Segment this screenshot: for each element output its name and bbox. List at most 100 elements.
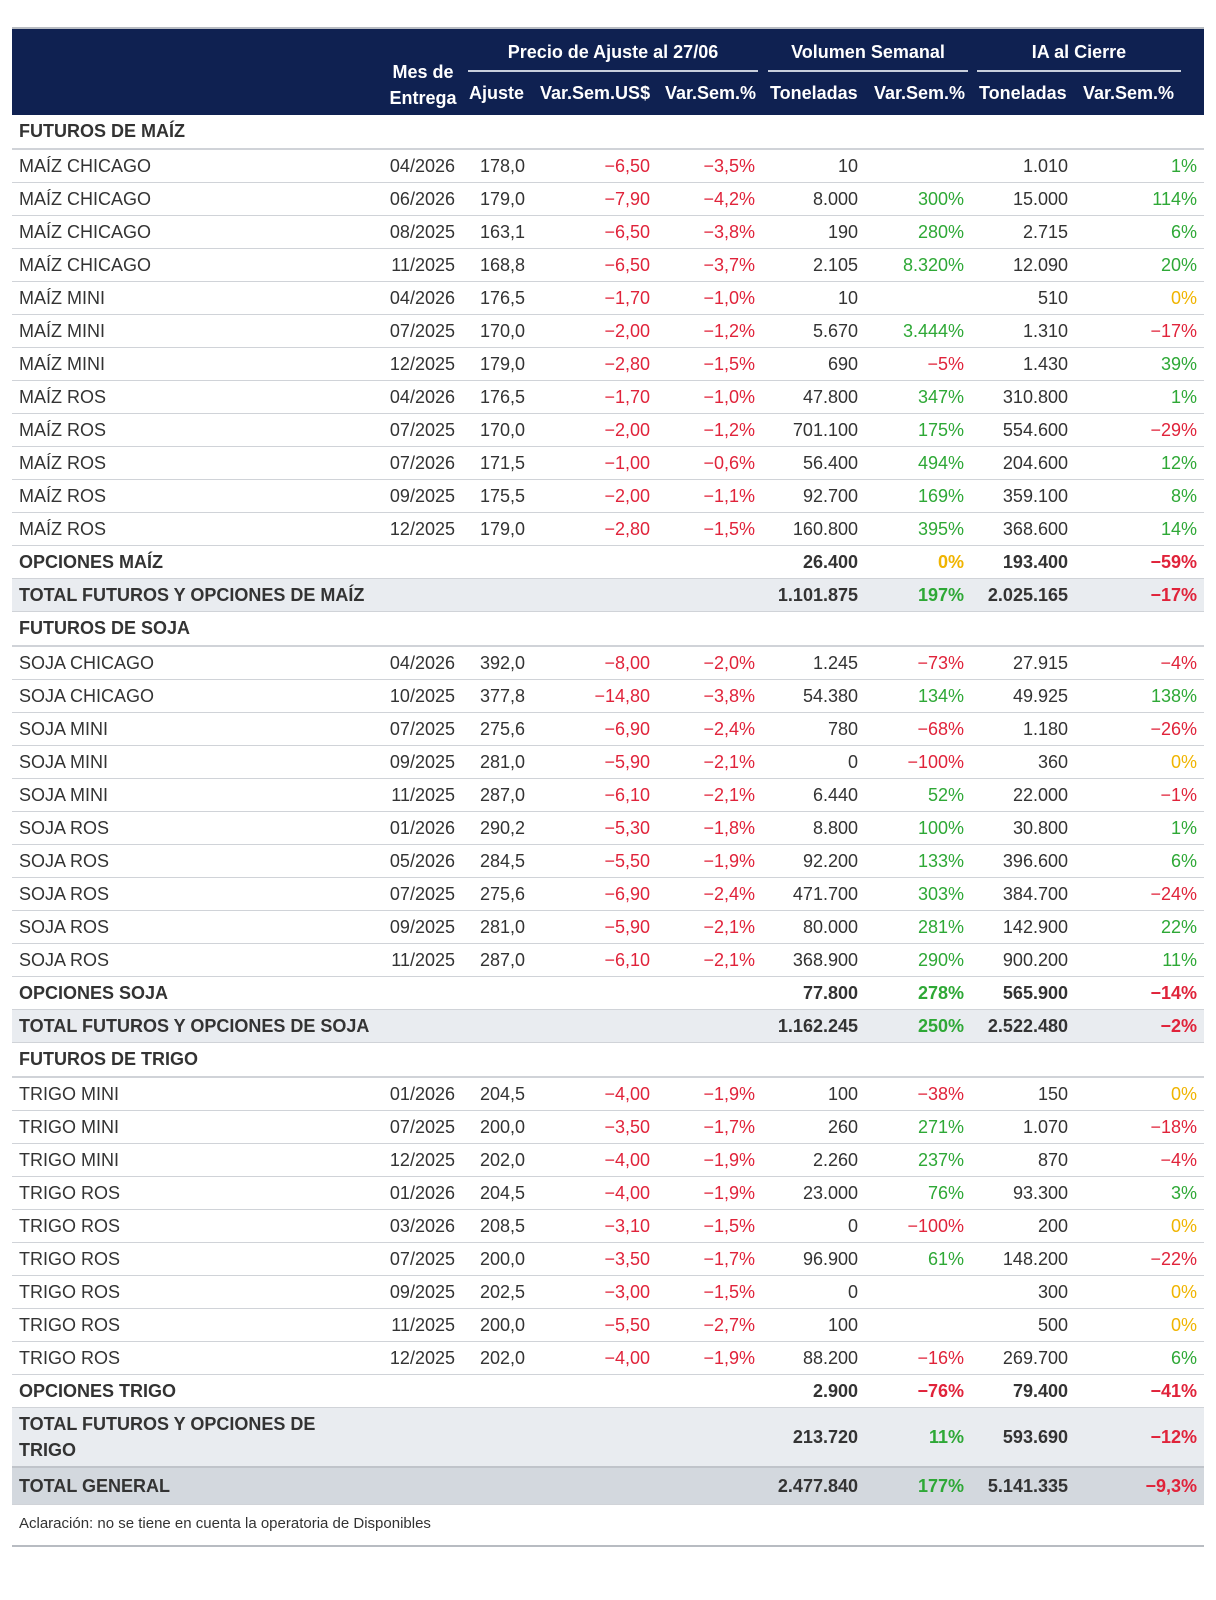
var-sem-usd: −5,50 [532,844,657,878]
table-row: TRIGO MINI 07/2025 200,0 −3,50 −1,7% 260 271% 1… [12,1110,1204,1144]
ia-toneladas: 148.200 [971,1242,1075,1276]
contract-name: MAÍZ MINI [12,314,376,348]
table-row: SOJA MINI 09/2025 281,0 −5,90 −2,1% 0 −100% 360… [12,745,1204,779]
contract-name: TRIGO ROS [12,1176,376,1210]
var-sem-pct: −2,7% [657,1308,762,1342]
ia-toneladas: 150 [971,1077,1075,1111]
volumen-toneladas: 10 [762,281,865,315]
table-row: TRIGO ROS 12/2025 202,0 −4,00 −1,9% 88.200 −16… [12,1341,1204,1375]
var-sem-pct: −3,8% [657,679,762,713]
ia-toneladas: 22.000 [971,778,1075,812]
ia-toneladas: 2.522.480 [971,1009,1075,1043]
ajuste-value: 178,0 [462,149,532,183]
mes-entrega: 12/2025 [376,1143,462,1177]
ia-var-pct: 20% [1075,248,1204,282]
row-label: TOTAL FUTUROS Y OPCIONES DE SOJA [12,1009,376,1043]
ia-var-pct: −17% [1075,578,1204,612]
mes-entrega: 07/2025 [376,877,462,911]
empty-cell [376,976,462,1010]
volumen-toneladas: 100 [762,1077,865,1111]
table-row: MAÍZ CHICAGO 08/2025 163,1 −6,50 −3,8% 190 280… [12,215,1204,249]
ia-var-pct: 0% [1075,281,1204,315]
volumen-toneladas: 1.162.245 [762,1009,865,1043]
header-col-ia-toneladas: Toneladas [979,83,1067,103]
table-row: TRIGO ROS 03/2026 208,5 −3,10 −1,5% 0 −100% 200… [12,1209,1204,1243]
ajuste-value: 202,5 [462,1275,532,1309]
contract-name: MAÍZ CHICAGO [12,182,376,216]
volumen-toneladas: 23.000 [762,1176,865,1210]
ia-toneladas: 200 [971,1209,1075,1243]
volumen-var-pct: 347% [865,380,971,414]
var-sem-pct: −1,1% [657,479,762,513]
var-sem-usd: −6,50 [532,215,657,249]
table-row: TRIGO ROS 07/2025 200,0 −3,50 −1,7% 96.900 61%… [12,1242,1204,1276]
section-title: FUTUROS DE TRIGO [12,1042,1204,1078]
var-sem-pct: −2,4% [657,712,762,746]
empty-cell [657,578,762,612]
var-sem-usd: −1,70 [532,380,657,414]
var-sem-pct: −1,5% [657,1275,762,1309]
header-mes-entrega: Mes de Entrega [389,62,457,108]
ia-toneladas: 900.200 [971,943,1075,977]
volumen-toneladas: 8.000 [762,182,865,216]
empty-cell [462,578,532,612]
volumen-var-pct: 61% [865,1242,971,1276]
ia-var-pct: −14% [1075,976,1204,1010]
ia-var-pct: −2% [1075,1009,1204,1043]
ia-var-pct: 1% [1075,380,1204,414]
row-label: TOTAL FUTUROS Y OPCIONES DE MAÍZ [12,578,376,612]
volumen-var-pct: 100% [865,811,971,845]
contract-name: SOJA MINI [12,745,376,779]
section-header-row: FUTUROS DE MAÍZ [12,115,1204,150]
var-sem-pct: −1,2% [657,314,762,348]
row-label: OPCIONES TRIGO [12,1374,376,1408]
ia-var-pct: −4% [1075,1143,1204,1177]
mes-entrega: 07/2025 [376,1110,462,1144]
volumen-var-pct: 278% [865,976,971,1010]
contract-name: TRIGO ROS [12,1341,376,1375]
contract-name: TRIGO ROS [12,1242,376,1276]
ia-toneladas: 384.700 [971,877,1075,911]
contract-name: MAÍZ MINI [12,281,376,315]
volumen-toneladas: 0 [762,1275,865,1309]
mes-entrega: 07/2026 [376,446,462,480]
mes-entrega: 01/2026 [376,811,462,845]
table-row: SOJA ROS 11/2025 287,0 −6,10 −2,1% 368.900 290… [12,943,1204,977]
ia-var-pct: 22% [1075,910,1204,944]
ajuste-value: 179,0 [462,512,532,546]
volumen-toneladas: 26.400 [762,545,865,579]
var-sem-usd: −14,80 [532,679,657,713]
volumen-var-pct: 177% [865,1466,971,1505]
row-label: OPCIONES MAÍZ [12,545,376,579]
empty-cell [657,1466,762,1505]
var-sem-usd: −4,00 [532,1143,657,1177]
volumen-toneladas: 5.670 [762,314,865,348]
mes-entrega: 09/2025 [376,745,462,779]
var-sem-usd: −2,00 [532,314,657,348]
volumen-toneladas: 88.200 [762,1341,865,1375]
ajuste-value: 168,8 [462,248,532,282]
ia-var-pct: −9,3% [1075,1466,1204,1505]
var-sem-pct: −0,6% [657,446,762,480]
total-row: TOTAL FUTUROS Y OPCIONES DE MAÍZ 1.101.87… [12,578,1204,612]
volumen-toneladas: 690 [762,347,865,381]
ia-var-pct: 1% [1075,149,1204,183]
ia-var-pct: 138% [1075,679,1204,713]
section-title: FUTUROS DE SOJA [12,611,1204,647]
ajuste-value: 287,0 [462,778,532,812]
ia-toneladas: 368.600 [971,512,1075,546]
ia-toneladas: 593.690 [971,1407,1075,1468]
empty-cell [462,976,532,1010]
ia-var-pct: 0% [1075,1077,1204,1111]
volumen-toneladas: 92.200 [762,844,865,878]
volumen-toneladas: 2.900 [762,1374,865,1408]
ia-var-pct: 114% [1075,182,1204,216]
ajuste-value: 200,0 [462,1242,532,1276]
volumen-var-pct [865,1308,971,1342]
ia-toneladas: 269.700 [971,1341,1075,1375]
var-sem-pct: −2,1% [657,745,762,779]
ia-var-pct: 6% [1075,844,1204,878]
volumen-toneladas: 92.700 [762,479,865,513]
empty-cell [462,1374,532,1408]
volumen-toneladas: 54.380 [762,679,865,713]
